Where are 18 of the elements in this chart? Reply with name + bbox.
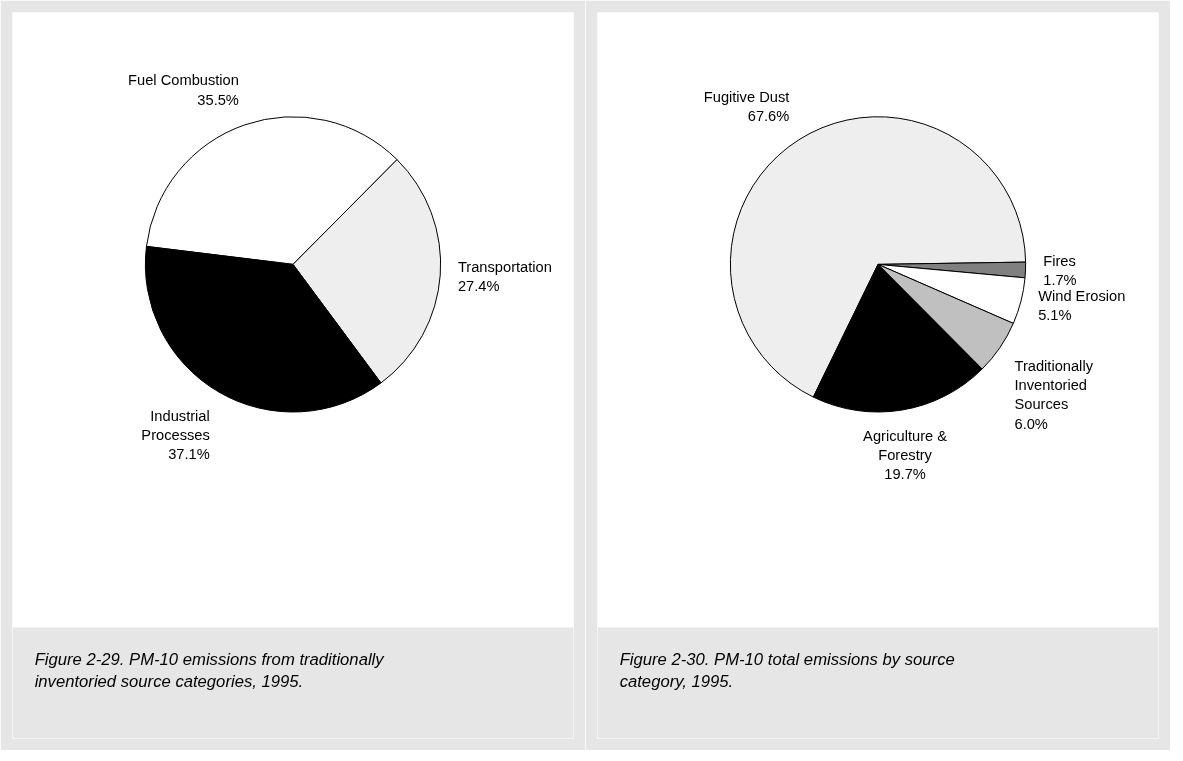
slice-label: Fires (1043, 253, 1076, 270)
data-label: 6.0% (1014, 415, 1048, 432)
data-label: 5.1% (1038, 307, 1072, 324)
slice-label: Traditionally Inventoried Sources (1014, 358, 1094, 413)
data-label: 19.7% (884, 466, 926, 483)
data-label: 37.1% (168, 446, 210, 463)
slice-label: Fugitive Dust (703, 89, 790, 106)
text: Figure 2-29. PM-10 emissions from traditionally inventoried source categories, 1995. (34, 649, 386, 692)
slice-label: Fuel Combustion (128, 72, 239, 89)
slice-label: Transportation (457, 258, 552, 275)
data-label: 67.6% (747, 108, 790, 125)
text: Figure 2-30. PM-10 total emissions by source category, 1995. (619, 649, 955, 692)
data-label: 35.5% (197, 91, 239, 108)
data-label: 1.7% (1043, 272, 1077, 289)
slice-label: Agriculture & Forestry (863, 428, 948, 464)
data-label: 27.4% (457, 277, 500, 294)
slice-label: Industrial Processes (141, 407, 210, 443)
slice-label: Wind Erosion (1038, 288, 1126, 305)
